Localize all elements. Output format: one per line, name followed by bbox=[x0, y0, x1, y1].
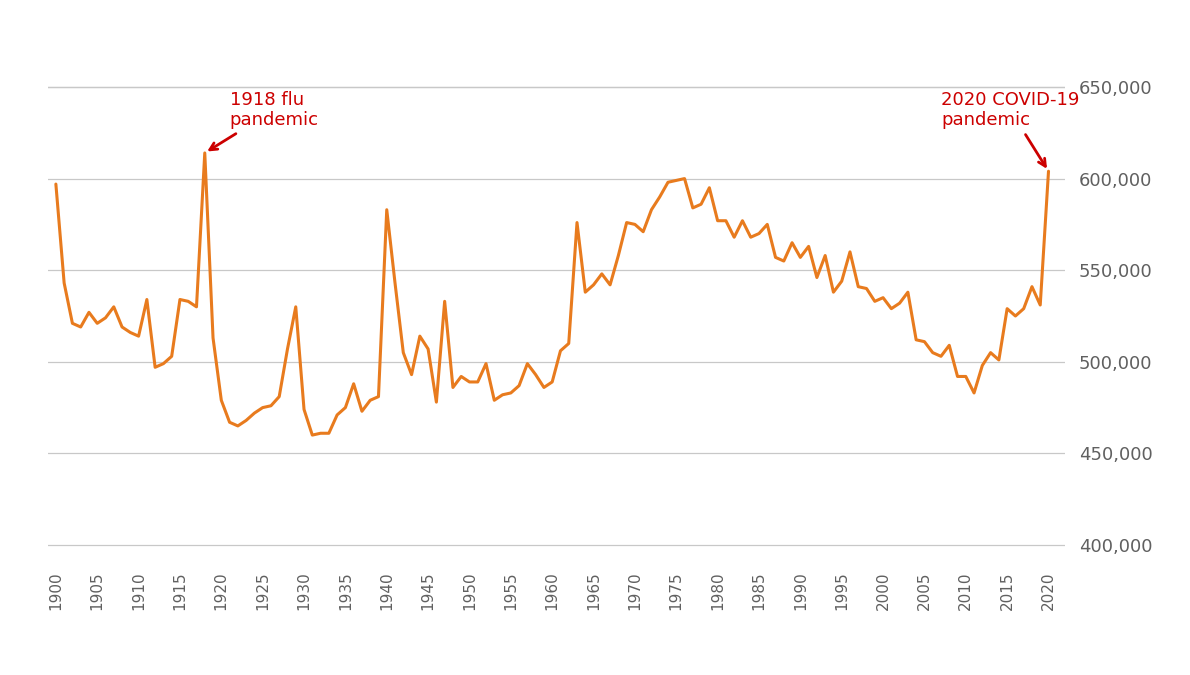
Text: 2020 COVID-19
pandemic: 2020 COVID-19 pandemic bbox=[941, 90, 1079, 166]
Text: 1918 flu
pandemic: 1918 flu pandemic bbox=[209, 90, 319, 150]
